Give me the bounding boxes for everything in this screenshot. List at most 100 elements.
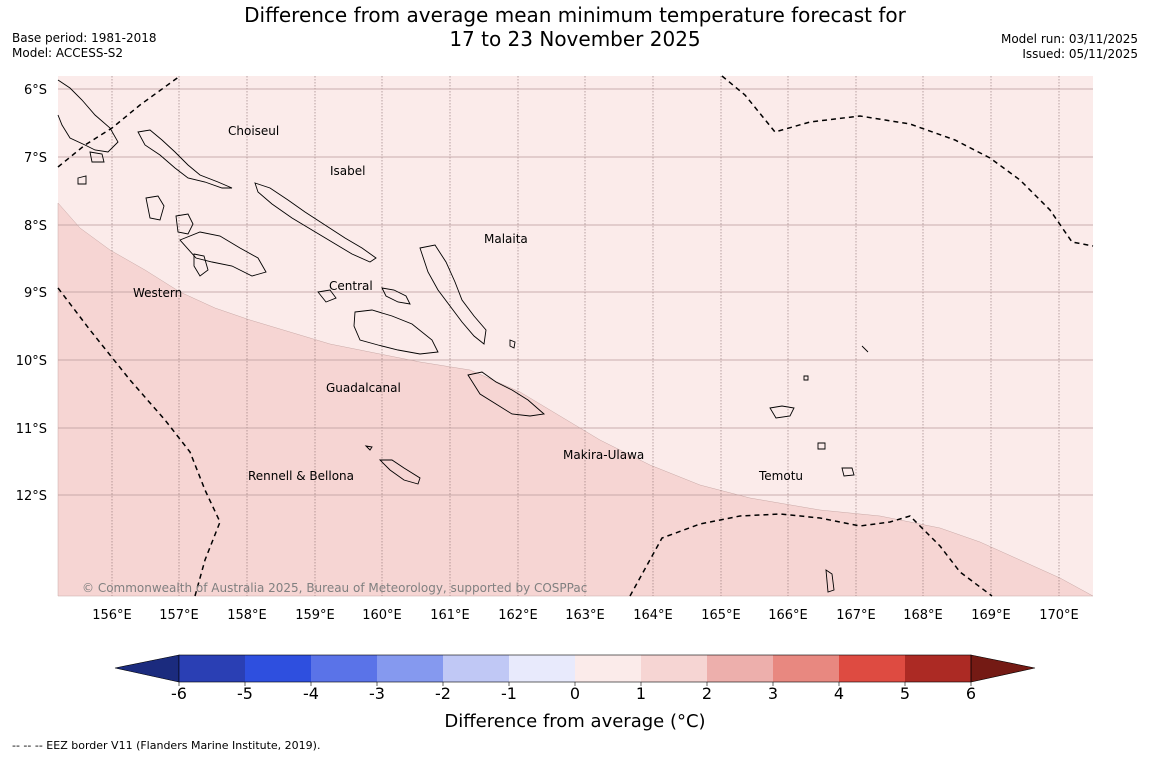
colorbar-cell [443,655,509,682]
province-label-guadalcanal: Guadalcanal [326,381,401,395]
title-line-2: 17 to 23 November 2025 [449,27,701,51]
lat-label: 8°S [24,219,47,234]
band-1-to-2 [57,202,1094,597]
colorbar-tick: 1 [636,684,646,703]
colorbar-cell [905,655,971,682]
province-label-rennell-bellona: Rennell & Bellona [248,469,354,483]
lon-label: 157°E [159,608,199,623]
colorbar-tick: -4 [303,684,319,703]
title-line-1: Difference from average mean minimum tem… [244,3,906,27]
province-label-makira-ulawa: Makira-Ulawa [563,448,644,462]
eez-border [57,75,1094,597]
meta-left: Base period: 1981-2018 Model: ACCESS-S2 [12,31,157,61]
latitude-gridlines [58,88,1093,496]
island-rendova [193,253,209,277]
lon-label: 169°E [971,608,1011,623]
model-name: Model: ACCESS-S2 [12,46,124,60]
island-vella [145,195,165,221]
colorbar-cell [839,655,905,682]
issued-date: Issued: 05/11/2025 [1022,47,1138,61]
colorbar-cell [377,655,443,682]
island-small-1 [509,339,516,349]
lon-label: 166°E [768,608,808,623]
island-reef [803,375,809,381]
colorbar-cell [641,655,707,682]
island-florida [381,287,411,305]
lon-label: 165°E [701,608,741,623]
colorbar-label: Difference from average (°C) [444,711,705,732]
lat-label: 7°S [24,151,47,166]
colorbar-tick: -3 [369,684,385,703]
island-vanikoro [841,467,855,477]
island-isabel [254,182,377,263]
island-malaita [419,244,487,345]
colorbar-tick: -2 [435,684,451,703]
province-label-temotu: Temotu [758,469,803,483]
lon-label: 161°E [430,608,470,623]
island-kolombangara [175,213,194,235]
island-bougainville [57,79,119,153]
island-guadalcanal-north [353,309,439,355]
lat-label: 11°S [16,422,47,437]
map-panel [57,76,1094,597]
lon-label: 162°E [498,608,538,623]
colorbar-tick: 3 [768,684,778,703]
colorbar-extend-low [114,654,180,683]
island-anuta [825,569,835,593]
province-label-choiseul: Choiseul [228,124,279,138]
island-makira [467,371,546,417]
island-utupua [817,442,826,450]
island-small-4 [89,151,105,163]
province-label-malaita: Malaita [484,232,528,246]
coastlines [57,79,869,593]
lat-label: 10°S [16,354,47,369]
colorbar-cell [575,655,641,682]
island-small-3 [77,175,87,185]
lat-label: 9°S [24,286,47,301]
island-small-2 [861,345,869,353]
lon-label: 163°E [565,608,605,623]
lon-label: 168°E [903,608,943,623]
island-choiseul [137,129,233,189]
lat-label: 12°S [16,489,47,504]
latitude-labels: 6°S 7°S 8°S 9°S 10°S 11°S 12°S [16,83,47,504]
colorbar-cell [245,655,311,682]
colorbar-tick: 4 [834,684,844,703]
province-label-central: Central [329,279,373,293]
map-title: Difference from average mean minimum tem… [0,3,1150,51]
island-rennell [378,459,421,485]
eez-footnote: -- -- -- EEZ border V11 (Flanders Marine… [12,739,321,752]
meta-right: Model run: 03/11/2025 Issued: 05/11/2025 [1001,32,1138,62]
province-labels: Choiseul Isabel Malaita Western Central … [133,124,803,483]
model-run: Model run: 03/11/2025 [1000,32,1138,46]
lon-label: 156°E [92,608,132,623]
lon-label: 159°E [295,608,335,623]
colorbar-tick: -6 [171,684,187,703]
island-new-georgia [179,231,267,277]
longitude-gridlines [111,76,1060,596]
colorbar-tick: -5 [237,684,253,703]
lon-label: 167°E [836,608,876,623]
province-label-western: Western [133,286,182,300]
lon-label: 158°E [227,608,267,623]
island-santa-cruz [769,405,795,419]
colorbar-cell [773,655,839,682]
base-period: Base period: 1981-2018 [12,31,157,45]
colorbar-tick: 6 [966,684,976,703]
colorbar-tick: -1 [501,684,517,703]
colorbar-cell [311,655,377,682]
colorbar-tick: 5 [900,684,910,703]
colorbar-cell [509,655,575,682]
island-russell [317,289,337,303]
longitude-labels: 156°E 157°E 158°E 159°E 160°E 161°E 162°… [92,608,1079,623]
lon-label: 164°E [633,608,673,623]
copyright-text: © Commonwealth of Australia 2025, Bureau… [82,581,587,595]
colorbar-cell [179,655,245,682]
colorbar: -6 -5 -4 -3 -2 -1 0 1 2 3 4 5 6 Differen… [114,654,1036,732]
lon-label: 160°E [362,608,402,623]
lon-label: 170°E [1039,608,1079,623]
province-label-isabel: Isabel [330,164,365,178]
island-bellona [364,445,373,451]
colorbar-cell [707,655,773,682]
